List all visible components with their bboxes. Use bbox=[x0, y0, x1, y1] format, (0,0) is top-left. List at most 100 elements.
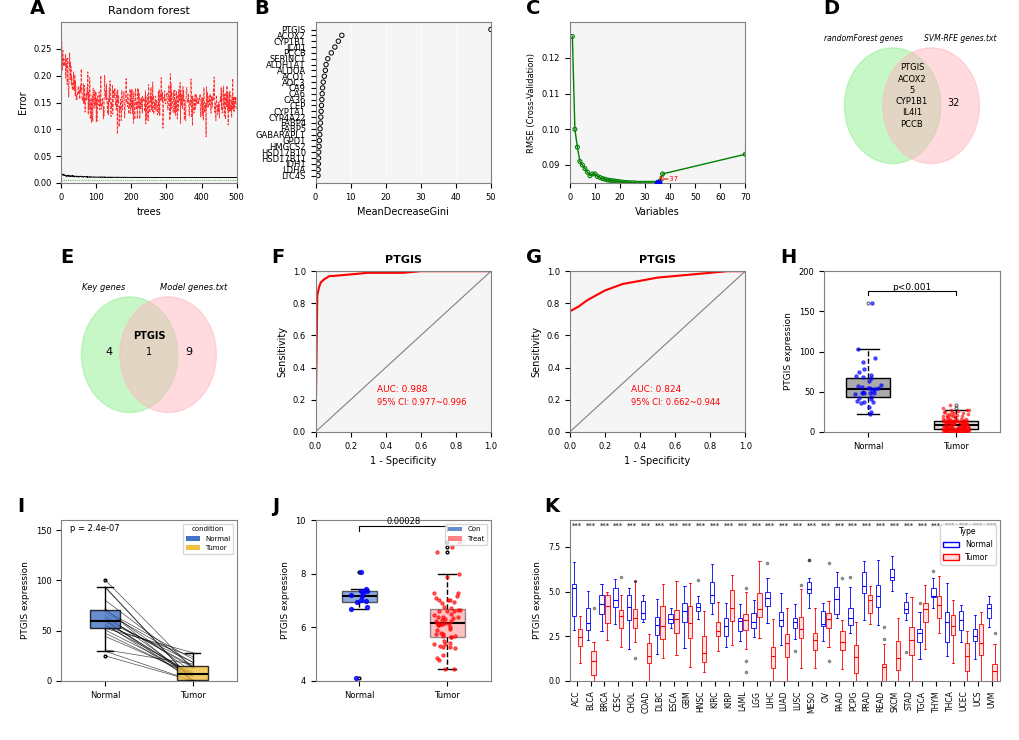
Point bbox=[958, 420, 974, 432]
Text: p = 2.4e-07: p = 2.4e-07 bbox=[70, 525, 119, 534]
Point bbox=[434, 628, 450, 640]
Point bbox=[949, 421, 965, 433]
Text: p<0.001: p<0.001 bbox=[892, 283, 930, 292]
Text: ***: *** bbox=[709, 522, 719, 528]
Point bbox=[348, 596, 365, 608]
Point bbox=[941, 423, 957, 434]
X-axis label: trees: trees bbox=[137, 207, 161, 217]
Text: ***: *** bbox=[654, 522, 664, 528]
Text: ***: *** bbox=[848, 522, 858, 528]
Legend: Normal, Tumor: Normal, Tumor bbox=[940, 524, 995, 565]
Point bbox=[951, 416, 967, 428]
Point bbox=[936, 425, 953, 437]
PathPatch shape bbox=[933, 421, 977, 429]
Text: J: J bbox=[271, 497, 278, 516]
Point bbox=[956, 423, 972, 435]
Text: A: A bbox=[30, 0, 45, 18]
Point bbox=[948, 424, 964, 436]
Point bbox=[951, 423, 967, 435]
Point bbox=[596, 173, 612, 185]
Point bbox=[862, 369, 878, 381]
Point bbox=[956, 424, 972, 436]
Point bbox=[451, 604, 468, 616]
PathPatch shape bbox=[90, 610, 120, 628]
Point bbox=[955, 422, 971, 434]
Point bbox=[953, 417, 969, 428]
Point bbox=[428, 628, 444, 640]
Point bbox=[584, 168, 600, 180]
Point bbox=[956, 415, 972, 427]
Point bbox=[852, 397, 868, 409]
PathPatch shape bbox=[916, 629, 921, 642]
Point bbox=[432, 628, 448, 639]
Point bbox=[942, 399, 958, 411]
Legend: Con, Treat: Con, Treat bbox=[444, 524, 487, 545]
Ellipse shape bbox=[844, 48, 940, 164]
Point bbox=[430, 611, 446, 623]
Point bbox=[326, 41, 342, 53]
Point bbox=[446, 630, 463, 642]
Point bbox=[954, 415, 970, 427]
Point bbox=[863, 385, 879, 397]
Point bbox=[861, 387, 877, 399]
Point bbox=[572, 155, 588, 167]
Point bbox=[938, 414, 955, 425]
Point bbox=[313, 105, 329, 117]
Point bbox=[955, 419, 971, 431]
Point bbox=[934, 410, 951, 422]
Y-axis label: PTGIS expression: PTGIS expression bbox=[784, 312, 793, 391]
Text: 32: 32 bbox=[947, 98, 959, 108]
PathPatch shape bbox=[591, 650, 595, 675]
Point bbox=[866, 383, 882, 395]
Point bbox=[949, 425, 965, 437]
PathPatch shape bbox=[798, 617, 802, 638]
PathPatch shape bbox=[682, 602, 686, 622]
Point bbox=[634, 178, 650, 189]
PathPatch shape bbox=[909, 627, 913, 656]
Point bbox=[943, 404, 959, 416]
Point bbox=[448, 590, 465, 602]
Point bbox=[434, 641, 450, 653]
Point bbox=[579, 166, 595, 178]
Point bbox=[946, 423, 962, 435]
Point bbox=[941, 413, 957, 425]
Y-axis label: Sensitivity: Sensitivity bbox=[277, 326, 286, 377]
Point bbox=[869, 382, 886, 394]
Point bbox=[429, 619, 445, 631]
Text: ***: *** bbox=[806, 522, 816, 528]
Text: randomForest genes: randomForest genes bbox=[823, 35, 902, 44]
Title: PTGIS: PTGIS bbox=[639, 255, 676, 265]
Point bbox=[944, 419, 960, 431]
PathPatch shape bbox=[729, 590, 734, 621]
PathPatch shape bbox=[950, 616, 954, 635]
PathPatch shape bbox=[806, 582, 810, 593]
Point bbox=[947, 415, 963, 427]
Point bbox=[581, 169, 597, 181]
Text: ***: *** bbox=[585, 522, 595, 528]
PathPatch shape bbox=[646, 643, 650, 663]
Point bbox=[438, 571, 454, 582]
Text: B: B bbox=[254, 0, 269, 18]
Point bbox=[431, 605, 447, 617]
Text: AUC: 0.824: AUC: 0.824 bbox=[631, 385, 681, 394]
Point bbox=[859, 383, 875, 394]
Text: D: D bbox=[822, 0, 839, 18]
PathPatch shape bbox=[922, 603, 926, 622]
Point bbox=[436, 617, 452, 629]
Point bbox=[311, 129, 327, 141]
PathPatch shape bbox=[743, 614, 747, 630]
Point bbox=[863, 297, 879, 309]
Point bbox=[855, 396, 871, 408]
Text: ***: *** bbox=[696, 522, 705, 528]
PathPatch shape bbox=[792, 618, 797, 628]
Point bbox=[953, 423, 969, 435]
PathPatch shape bbox=[945, 613, 949, 642]
PathPatch shape bbox=[632, 609, 637, 628]
Text: 9: 9 bbox=[185, 347, 193, 357]
Point bbox=[434, 619, 450, 630]
Point bbox=[850, 366, 866, 377]
Point bbox=[576, 163, 592, 175]
Text: ***: *** bbox=[764, 522, 774, 528]
Point bbox=[945, 416, 961, 428]
Point bbox=[333, 30, 350, 41]
